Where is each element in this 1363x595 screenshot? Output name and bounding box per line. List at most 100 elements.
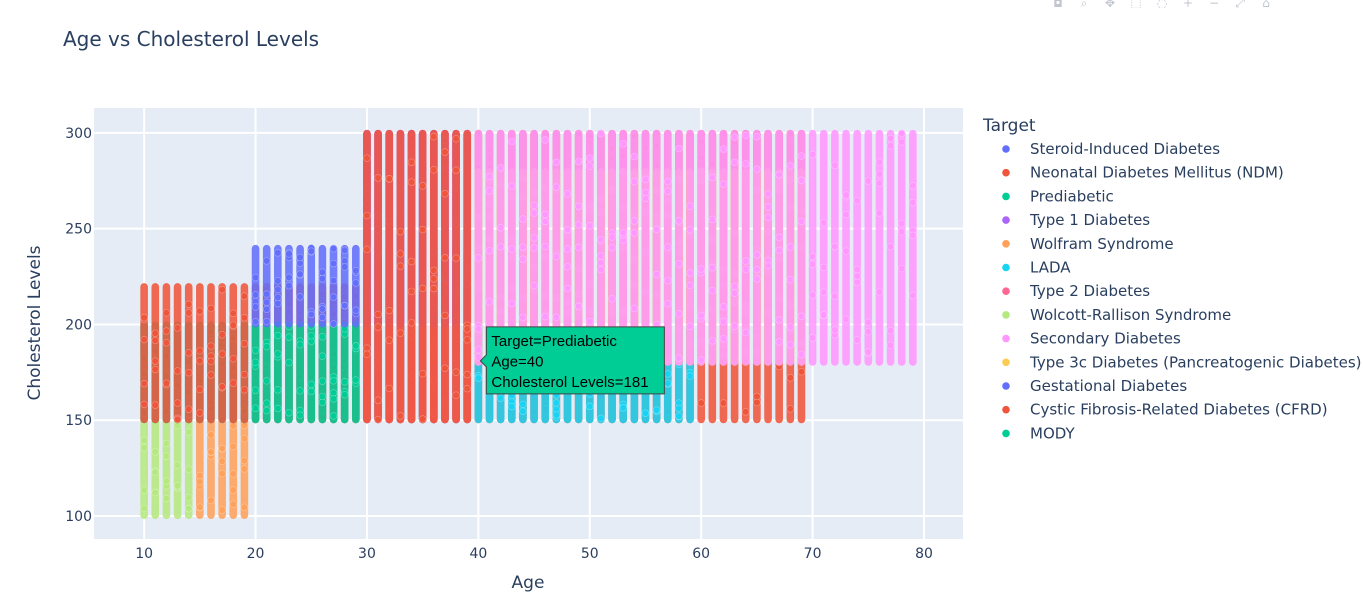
point [285,250,293,258]
point [753,275,761,283]
point-column [452,129,460,424]
point [630,304,639,313]
point [574,302,583,310]
y-tick-label: 100 [65,509,92,525]
point [407,178,416,186]
tooltip-line: Cholesterol Levels=181 [491,374,648,391]
point [842,191,850,199]
point [352,306,360,314]
legend-item[interactable]: Type 1 Diabetes [1002,211,1150,229]
point [664,187,672,195]
point [508,182,516,190]
point [730,322,739,330]
point [274,386,282,394]
home-icon[interactable]: ⌂ [1262,0,1270,8]
zoom-icon[interactable]: ⌕ [1080,0,1088,8]
point [184,300,193,309]
legend-label: Prediabetic [1030,187,1114,205]
point [251,318,260,326]
zoom-in-icon[interactable]: + [1182,0,1194,8]
point [407,257,416,266]
point [340,377,349,386]
legend-item[interactable]: Wolcott-Rallison Syndrome [1002,306,1231,324]
legend-item[interactable]: Gestational Diabetes [1002,377,1187,395]
legend-item[interactable]: Cystic Fibrosis-Related Diabetes (CFRD) [1002,401,1328,419]
x-tick-label: 10 [135,546,153,562]
legend-item[interactable]: Prediabetic [1002,187,1114,205]
point [574,243,583,252]
point [207,431,215,439]
point [352,342,360,350]
point [262,257,271,265]
point [229,422,237,430]
pan-icon[interactable]: ✥ [1104,0,1116,8]
point [229,309,237,318]
lasso-icon[interactable]: ◌ [1156,0,1168,8]
point [485,298,494,306]
legend-item[interactable]: Type 2 Diabetes [1002,282,1150,300]
point-column [251,244,260,328]
point [864,328,873,336]
point [519,255,527,263]
point [374,323,382,331]
point-column [229,417,238,520]
point [240,339,249,348]
point [519,407,527,415]
point [730,282,739,291]
point [842,315,850,323]
point [675,144,683,153]
point-column [730,129,739,366]
point [708,286,717,295]
point [196,478,204,486]
point [730,158,739,167]
point [786,374,795,382]
legend-item[interactable]: Wolfram Syndrome [1002,235,1174,253]
zoom-out-icon[interactable]: − [1208,0,1220,8]
point [262,298,271,307]
y-tick-label: 150 [65,413,92,429]
point [474,346,483,354]
point [686,372,694,380]
point-column [340,244,349,328]
legend-item[interactable]: MODY [1002,424,1075,442]
point [340,263,349,271]
point [262,317,271,326]
point-column [819,129,828,366]
point [608,294,616,303]
box-select-icon[interactable]: ⬚ [1130,0,1142,8]
point [329,245,338,253]
point [630,152,639,161]
point-column [240,283,249,424]
point [820,311,828,319]
point [229,486,237,494]
point [140,486,148,494]
camera-icon[interactable]: ◘ [1053,0,1063,8]
point [352,376,360,384]
point [909,231,917,239]
legend-item[interactable]: LADA [1002,259,1071,277]
x-tick-label: 40 [469,546,487,562]
legend-item[interactable]: Steroid-Induced Diabetes [1002,140,1220,158]
point [452,135,460,143]
point [296,387,304,395]
point [184,349,193,357]
legend-marker [1002,382,1010,390]
legend-item[interactable]: Neonatal Diabetes Mellitus (NDM) [1002,164,1284,182]
point [140,400,148,409]
legend-item[interactable]: Type 3c Diabetes (Pancreatogenic Diabete… [1002,353,1362,371]
autoscale-icon[interactable]: ⤢ [1235,0,1245,8]
point [474,325,483,333]
point [530,201,538,210]
point-column [363,129,371,424]
point [886,243,895,251]
point-column [329,244,338,328]
legend-item[interactable]: Secondary Diabetes [1002,330,1181,348]
point-column [808,129,817,366]
point [697,399,705,407]
point [363,245,371,254]
point [162,309,171,317]
point [173,415,182,424]
point [797,312,806,321]
point [652,225,661,234]
point [463,370,471,379]
